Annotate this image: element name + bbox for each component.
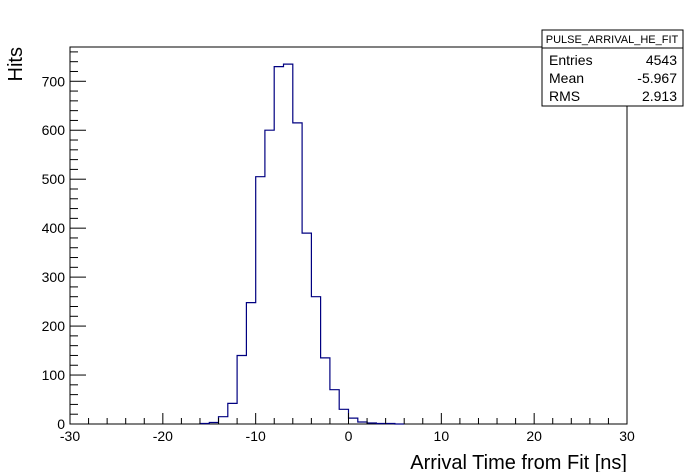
y-tick-label: 200 [42,318,66,334]
stats-box: PULSE_ARRIVAL_HE_FIT Entries 4543 Mean -… [541,29,684,107]
stats-entries-value: 4543 [646,52,677,68]
x-tick-label: 10 [434,428,450,444]
stats-entries-label: Entries [549,52,593,68]
x-tick-label: -30 [60,428,80,444]
x-tick-label: -20 [153,428,173,444]
x-axis: -30 -20 -10 0 10 20 30 [60,413,635,444]
y-tick-label: 300 [42,269,66,285]
y-tick-label: 600 [42,122,66,138]
y-tick-label: 100 [42,367,66,383]
x-tick-label: 20 [526,428,542,444]
stats-title: PULSE_ARRIVAL_HE_FIT [546,34,679,46]
x-tick-label: 30 [619,428,635,444]
y-tick-label: 400 [42,220,66,236]
y-axis: 0 100 200 300 400 500 600 700 [42,51,86,432]
y-tick-label: 0 [57,416,65,432]
stats-mean-label: Mean [549,70,584,86]
y-tick-label: 700 [42,73,66,89]
x-axis-title: Arrival Time from Fit [ns] [410,452,627,472]
y-tick-label: 500 [42,171,66,187]
stats-rms-label: RMS [549,88,580,104]
stats-rms-value: 2.913 [642,88,677,104]
stats-mean-value: -5.967 [637,70,677,86]
y-axis-title: Hits [5,47,27,81]
x-tick-label: -10 [246,428,266,444]
x-tick-label: 0 [345,428,353,444]
histogram-step-line [199,63,405,425]
